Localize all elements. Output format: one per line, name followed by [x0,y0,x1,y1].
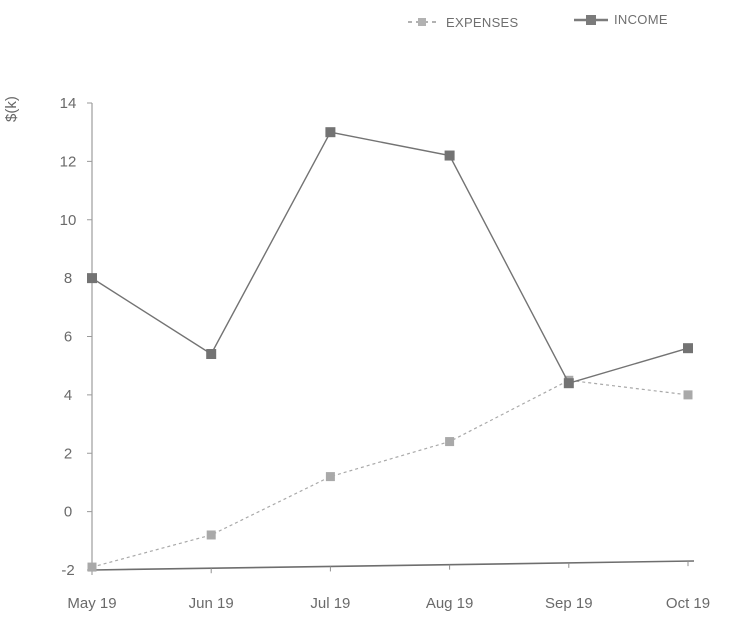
y-tick-label: 0 [64,504,72,521]
expenses-point [87,562,97,572]
income-point [325,127,336,138]
axes [87,102,695,575]
x-tick-label: May 19 [67,595,116,612]
legend: EXPENSES INCOME [408,12,668,30]
tick-labels: 14 12 10 8 6 4 2 0 -2 May 19 Jun 19 Jul 19 Aug 19 Sep… [60,95,710,612]
y-tick-label: 14 [60,95,77,112]
y-tick-label: 6 [64,329,72,346]
income-point [87,273,97,284]
expenses-point [445,437,455,447]
y-tick-label: -2 [61,562,74,579]
income-line [91,131,689,385]
income-point [206,349,217,360]
x-tick-label: Jul 19 [310,595,350,612]
y-tick-label: 12 [60,153,77,170]
income-point [683,343,693,354]
expenses-line [91,379,689,568]
expenses-point [325,472,335,482]
x-axis-line [91,560,695,571]
legend-expenses-marker [418,18,426,26]
y-tick-label: 8 [64,270,72,287]
y-tick-label: 4 [64,387,72,404]
y-tick-label: 10 [60,212,77,229]
x-tick-label: Oct 19 [666,595,710,612]
x-tick-label: Aug 19 [426,595,474,612]
x-tick-label: Jun 19 [189,595,234,612]
expenses-point [683,390,693,400]
legend-income-marker [586,15,596,25]
x-tick-label: Sep 19 [545,595,593,612]
y-axis-title: $(k) [3,96,20,122]
expenses-point [206,530,216,540]
legend-item-income: INCOME [574,12,668,27]
y-tick-label: 2 [64,445,72,462]
legend-item-expenses: EXPENSES [408,15,519,30]
income-point [444,150,455,161]
income-point [563,378,574,389]
legend-label-expenses: EXPENSES [446,15,519,30]
legend-label-income: INCOME [614,12,668,27]
series-layer [87,127,693,572]
